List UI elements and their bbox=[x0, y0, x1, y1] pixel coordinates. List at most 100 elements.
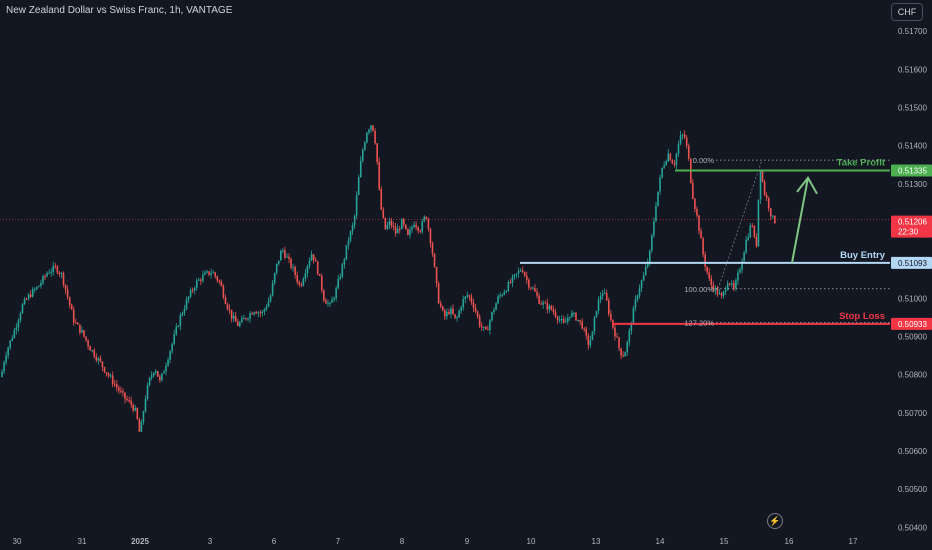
candle-body bbox=[538, 295, 540, 304]
candle-body bbox=[286, 256, 288, 258]
candle-body bbox=[439, 303, 442, 307]
candle-body bbox=[761, 171, 764, 182]
candle-body bbox=[38, 285, 40, 287]
candle-body bbox=[384, 217, 387, 230]
candle-body bbox=[466, 295, 469, 297]
candle-body bbox=[195, 280, 198, 289]
candle-body bbox=[364, 142, 366, 150]
candle-body bbox=[509, 281, 512, 283]
candle-body bbox=[532, 288, 534, 290]
candle-body bbox=[657, 191, 659, 206]
candle-body bbox=[101, 361, 104, 368]
candle-body bbox=[226, 303, 229, 309]
candle-body bbox=[554, 312, 557, 317]
candle-body bbox=[107, 373, 110, 376]
candle-body bbox=[380, 189, 383, 210]
candle-body bbox=[640, 280, 643, 289]
candle-body bbox=[52, 265, 55, 272]
candle-body bbox=[349, 231, 352, 241]
candle-body bbox=[653, 221, 655, 236]
candle-body bbox=[544, 302, 547, 304]
candle-body bbox=[306, 265, 309, 274]
candle-body bbox=[446, 311, 448, 317]
candle-body bbox=[480, 326, 483, 328]
candle-body bbox=[144, 398, 147, 412]
candle-body bbox=[208, 271, 210, 275]
candle-body bbox=[362, 149, 364, 161]
candle-body bbox=[513, 274, 516, 277]
candle-body bbox=[140, 421, 143, 432]
candle-body bbox=[105, 372, 108, 374]
candle-body bbox=[210, 273, 212, 275]
candle-body bbox=[667, 153, 670, 162]
candle-body bbox=[187, 296, 190, 300]
candle-body bbox=[343, 259, 346, 265]
candle-body bbox=[7, 347, 9, 356]
candle-body bbox=[126, 398, 128, 401]
candle-body bbox=[271, 283, 274, 296]
currency-button[interactable]: CHF bbox=[891, 3, 923, 21]
time-tick-label: 2025 bbox=[131, 537, 149, 546]
candle-body bbox=[716, 287, 719, 295]
time-axis[interactable]: 30 31 2025 3 6 7 8 9 10 13 14 15 16 17 bbox=[13, 537, 858, 546]
candle-body bbox=[708, 272, 711, 279]
candle-body bbox=[48, 272, 50, 274]
candle-body bbox=[142, 411, 145, 422]
candle-body bbox=[579, 319, 581, 322]
candle-body bbox=[292, 267, 294, 269]
time-tick-label: 10 bbox=[527, 537, 536, 546]
candle-body bbox=[267, 301, 270, 307]
candle-body bbox=[710, 278, 713, 285]
candle-body bbox=[530, 287, 532, 289]
candle-body bbox=[298, 281, 301, 285]
candle-body bbox=[185, 299, 188, 310]
candle-body bbox=[626, 341, 629, 353]
candle-body bbox=[743, 252, 745, 262]
candle-body bbox=[702, 238, 704, 255]
candle-body bbox=[437, 283, 440, 304]
candle-body bbox=[661, 167, 663, 178]
candle-body bbox=[536, 291, 538, 296]
candle-body bbox=[171, 343, 173, 352]
candle-body bbox=[421, 221, 424, 232]
candle-body bbox=[245, 318, 247, 320]
candle-body bbox=[534, 288, 536, 292]
candle-body bbox=[503, 292, 506, 295]
candle-body bbox=[175, 326, 178, 335]
candle-body bbox=[605, 292, 608, 301]
candle-body bbox=[85, 336, 87, 341]
candle-body bbox=[116, 384, 118, 388]
candle-body bbox=[700, 230, 702, 239]
candle-body bbox=[419, 230, 421, 232]
candle-body bbox=[587, 335, 590, 346]
candle-body bbox=[655, 205, 657, 222]
candle-body bbox=[681, 134, 684, 136]
candle-body bbox=[733, 283, 735, 289]
candle-body bbox=[646, 261, 649, 268]
price-tick-label: 0.50800 bbox=[898, 371, 927, 380]
candle-body bbox=[425, 216, 428, 219]
candle-body bbox=[1, 371, 3, 377]
stop-loss-badge-text: 0.50933 bbox=[898, 320, 927, 329]
candle-body bbox=[329, 302, 331, 304]
candle-body bbox=[31, 289, 34, 297]
price-tick-label: 0.50900 bbox=[898, 332, 927, 341]
lightning-icon[interactable]: ⚡ bbox=[767, 513, 783, 529]
candle-body bbox=[321, 275, 323, 291]
candle-body bbox=[70, 304, 73, 310]
candle-body bbox=[261, 311, 264, 314]
candle-body bbox=[296, 275, 298, 282]
candle-body bbox=[435, 267, 438, 284]
candle-body bbox=[243, 318, 245, 320]
candle-body bbox=[741, 261, 743, 270]
candle-body bbox=[624, 352, 626, 357]
candle-body bbox=[417, 227, 419, 231]
candle-body bbox=[552, 309, 555, 313]
price-tick-label: 0.51700 bbox=[898, 27, 927, 36]
candle-body bbox=[444, 310, 446, 317]
stop-loss-label: Stop Loss bbox=[839, 311, 885, 322]
price-axis[interactable]: 0.51700 0.51600 0.51500 0.51400 0.51300 0.510… bbox=[891, 27, 932, 532]
candle-body bbox=[323, 290, 325, 301]
candle-body bbox=[593, 317, 596, 332]
